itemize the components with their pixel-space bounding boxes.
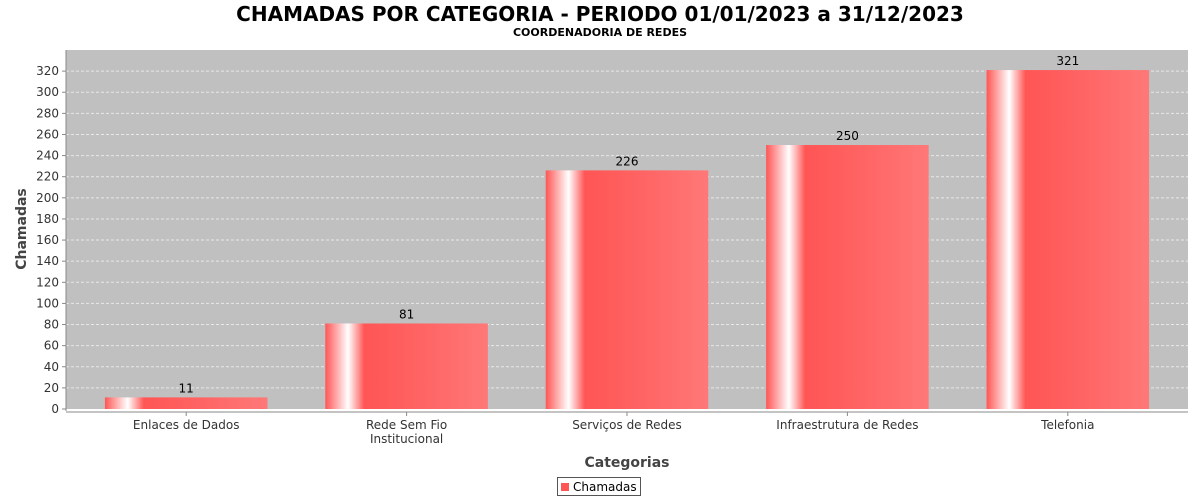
x-tick-label: Serviços de Redes	[572, 418, 682, 432]
x-tick-label: Institucional	[370, 432, 443, 446]
chart-subtitle: COORDENADORIA DE REDES	[512, 26, 688, 39]
bar	[104, 397, 268, 409]
legend: Chamadas	[557, 477, 641, 496]
y-tick-label: 320	[36, 64, 59, 78]
bar	[325, 323, 488, 409]
bar	[986, 70, 1150, 409]
y-tick-label: 20	[44, 381, 59, 395]
y-axis-title: Chamadas	[14, 188, 30, 270]
legend-label: Chamadas	[573, 479, 637, 494]
y-tick-label: 160	[36, 233, 59, 247]
y-tick-label: 100	[36, 296, 59, 310]
bar	[545, 170, 709, 409]
y-tick-label: 240	[36, 149, 59, 163]
axes: 0 20 40 60 80 100 120 140 160 180 200 220 240 260 280 3…	[36, 50, 1188, 446]
y-tick-label: 40	[44, 360, 59, 374]
y-tick-label: 220	[36, 170, 59, 184]
y-tick-label: 180	[36, 212, 59, 226]
y-tick-label: 60	[44, 339, 59, 353]
data-label: 81	[399, 307, 414, 321]
bars: 11 81 226 250 321	[104, 54, 1150, 409]
x-tick-label: Rede Sem Fio	[366, 418, 447, 432]
bar	[766, 145, 929, 409]
x-tick-label: Enlaces de Dados	[133, 418, 240, 432]
y-tick-label: 300	[36, 85, 59, 99]
x-tick-label: Telefonia	[1040, 418, 1094, 432]
y-tick-label: 80	[44, 318, 59, 332]
legend-swatch	[561, 482, 569, 491]
y-tick-label: 0	[51, 402, 59, 416]
y-tick-label: 120	[36, 275, 59, 289]
y-tick-label: 260	[36, 127, 59, 141]
data-label: 321	[1056, 54, 1079, 68]
chart-title: CHAMADAS POR CATEGORIA - PERIODO 01/01/2…	[236, 2, 964, 26]
data-label: 11	[179, 381, 194, 395]
x-tick-label: Infraestrutura de Redes	[776, 418, 918, 432]
data-label: 250	[836, 129, 859, 143]
y-tick-label: 200	[36, 191, 59, 205]
y-tick-label: 140	[36, 254, 59, 268]
y-tick-label: 280	[36, 106, 59, 120]
x-axis-title: Categorias	[584, 455, 669, 471]
data-label: 226	[616, 154, 639, 168]
